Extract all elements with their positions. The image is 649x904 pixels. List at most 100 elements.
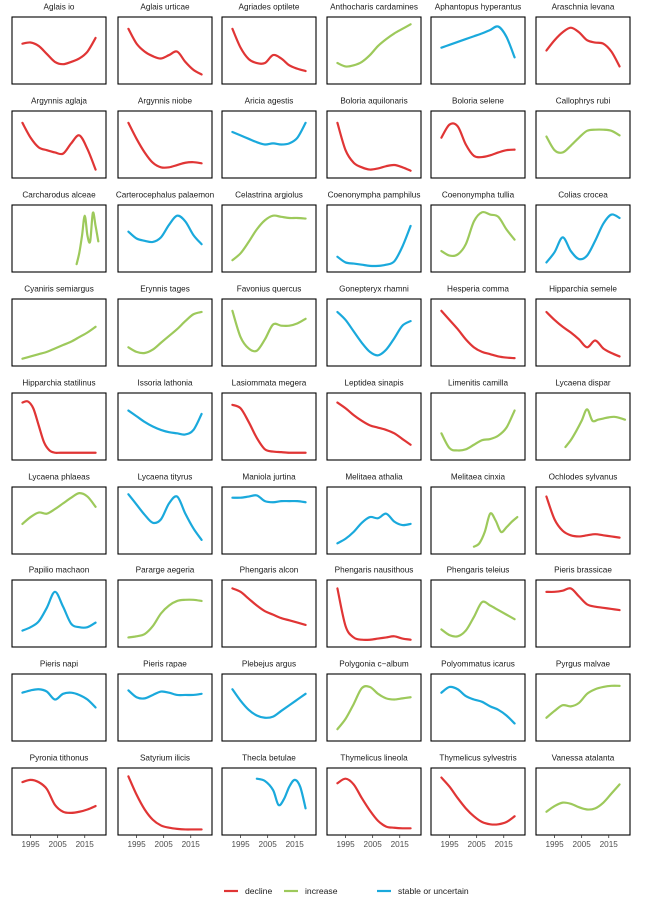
panel-leptidea-sinapis: Leptidea sinapis [326,379,422,461]
panel-frame [11,298,107,367]
panel-title: Papilio machaon [29,566,90,575]
panel-frame [326,767,422,836]
legend-item-decline: decline [224,886,272,896]
panel-title: Agriades optilete [239,3,300,12]
x-tick-label: 2005 [364,840,383,849]
trend-line [545,213,621,264]
trend-line [472,512,519,548]
panel-frame [430,392,526,461]
panel-title: Carterocephalus palaemon [116,191,215,200]
panel-pyronia-tithonus: Pyronia tithonus 1995 2005 2015 [11,754,107,849]
panel-title: Phengaris nausithous [335,566,414,575]
trend-line [545,26,621,68]
trend-line [21,325,97,360]
panel-araschnia-levana: Araschnia levana [535,3,631,85]
trend-line [127,409,203,436]
panel-title: Boloria selene [452,97,504,106]
panel-title: Coenonympha tullia [442,191,515,200]
x-tick-label: 2015 [391,840,410,849]
panel-thecla-betulae: Thecla betulae 1995 2005 2015 [221,754,317,849]
legend-label: decline [245,886,272,896]
trend-line [336,23,412,68]
panel-title: Leptidea sinapis [344,379,403,388]
trend-line [545,684,621,719]
panel-frame [221,392,317,461]
panel-title: Favonius quercus [237,285,302,294]
panel-frame [117,767,213,836]
panel-frame [11,110,107,179]
trend-line [75,211,100,266]
panel-thymelicus-sylvestris: Thymelicus sylvestris 1995 2005 2015 [430,754,526,849]
panel-vanessa-atalanta: Vanessa atalanta 1995 2005 2015 [535,754,631,849]
x-tick-label: 2015 [286,840,305,849]
panel-hesperia-comma: Hesperia comma [430,285,526,367]
trend-line [21,400,97,454]
x-tick-label: 2015 [495,840,514,849]
panel-frame [117,486,213,555]
panel-frame [535,579,631,648]
panel-title: Argynnis niobe [138,97,193,106]
trend-line [231,688,307,719]
panel-aricia-agestis: Aricia agestis [221,97,317,179]
panel-frame [430,16,526,85]
panel-title: Aphantopus hyperantus [435,3,522,12]
trend-line [21,36,97,66]
panel-erynnis-tages: Erynnis tages [117,285,213,367]
trend-line [440,409,516,452]
panel-phengaris-alcon: Phengaris alcon [221,566,317,648]
x-tick-label: 2015 [600,840,619,849]
panel-celastrina-argiolus: Celastrina argiolus [221,191,317,273]
x-tick-label: 2005 [573,840,592,849]
panel-frame [326,673,422,742]
trend-line [336,777,412,830]
panel-title: Pararge aegeria [136,566,195,575]
panel-frame [326,579,422,648]
trend-line [545,128,621,154]
panel-title: Thymelicus sylvestris [439,754,516,763]
panel-title: Pieris rapae [143,660,187,669]
panel-title: Callophrys rubi [556,97,611,106]
panel-title: Coenonympha pamphilus [328,191,421,200]
panel-frame [326,298,422,367]
trend-line [440,210,516,258]
legend-label: increase [305,886,338,896]
trend-line [336,587,412,642]
panel-issoria-lathonia: Issoria lathonia [117,379,213,461]
panel-title: Lycaena phlaeas [28,473,90,482]
trend-line [440,25,516,59]
panel-argynnis-niobe: Argynnis niobe [117,97,213,179]
panel-satyrium-ilicis: Satyrium ilicis 1995 2005 2015 [117,754,213,849]
panel-frame [11,579,107,648]
panel-title: Hesperia comma [447,285,509,294]
panel-phengaris-teleius: Phengaris teleius [430,566,526,648]
trend-line [440,600,516,638]
trend-line [231,587,307,626]
panel-hipparchia-statilinus: Hipparchia statilinus [11,379,107,461]
panel-frame [117,298,213,367]
panel-title: Hipparchia statilinus [22,379,95,388]
panel-frame [535,767,631,836]
panel-agriades-optilete: Agriades optilete [221,3,317,85]
panel-title: Aglais urticae [140,3,190,12]
x-tick-label: 1995 [127,840,146,849]
panel-cyaniris-semiargus: Cyaniris semiargus [11,285,107,367]
panel-limenitis-camilla: Limenitis camilla [430,379,526,461]
panel-frame [535,486,631,555]
trend-line [231,309,307,353]
trend-line [545,495,621,539]
panel-title: Erynnis tages [140,285,190,294]
panel-frame [221,204,317,273]
panel-title: Cyaniris semiargus [24,285,94,294]
panel-title: Lasiommata megera [232,379,307,388]
panel-ochlodes-sylvanus: Ochlodes sylvanus [535,473,631,555]
trend-line [127,214,203,246]
panel-papilio-machaon: Papilio machaon [11,566,107,648]
panel-grid: Aglais io Aglais urticae Agriades optilete… [11,3,631,849]
panel-lasiommata-megera: Lasiommata megera [221,379,317,461]
panel-title: Pyronia tithonus [30,754,89,763]
panel-pieris-brassicae: Pieris brassicae [535,566,631,648]
panel-carcharodus-alceae: Carcharodus alceae [11,191,107,273]
trend-line [231,27,307,73]
panel-lycaena-phlaeas: Lycaena phlaeas [11,473,107,555]
panel-coenonympha-tullia: Coenonympha tullia [430,191,526,273]
